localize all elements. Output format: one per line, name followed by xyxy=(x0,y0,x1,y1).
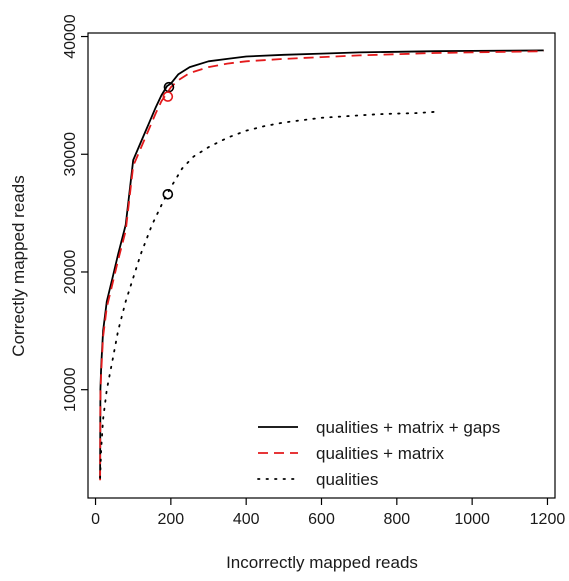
y-tick-label: 10000 xyxy=(62,367,79,412)
legend-label: qualities + matrix xyxy=(316,444,445,463)
x-axis-title: Incorrectly mapped reads xyxy=(226,553,418,572)
legend-label: qualities xyxy=(316,470,378,489)
x-tick-label: 0 xyxy=(91,511,100,528)
y-tick-label: 30000 xyxy=(62,132,79,177)
y-tick-label: 40000 xyxy=(62,14,79,59)
legend: qualities + matrix + gaps qualities + mat… xyxy=(257,418,500,489)
x-axis: 0 200 400 600 800 1000 1200 xyxy=(91,498,565,528)
series-line-qualities xyxy=(99,111,436,479)
x-tick-label: 800 xyxy=(383,511,410,528)
series-line-qualities-matrix xyxy=(99,50,544,481)
marker-layer xyxy=(162,81,175,200)
x-tick-label: 600 xyxy=(308,511,335,528)
series-line-qualities-matrix-gaps xyxy=(99,49,544,479)
legend-label: qualities + matrix + gaps xyxy=(316,418,500,437)
point-marker xyxy=(162,188,174,200)
x-tick-label: 400 xyxy=(233,511,260,528)
x-tick-label: 1000 xyxy=(454,511,490,528)
y-axis: 10000 20000 30000 40000 xyxy=(62,14,88,412)
y-tick-label: 20000 xyxy=(62,250,79,295)
x-tick-label: 200 xyxy=(158,511,185,528)
x-tick-label: 1200 xyxy=(530,511,566,528)
y-axis-title: Correctly mapped reads xyxy=(9,175,28,356)
series-layer xyxy=(99,49,544,481)
point-marker xyxy=(162,91,174,102)
